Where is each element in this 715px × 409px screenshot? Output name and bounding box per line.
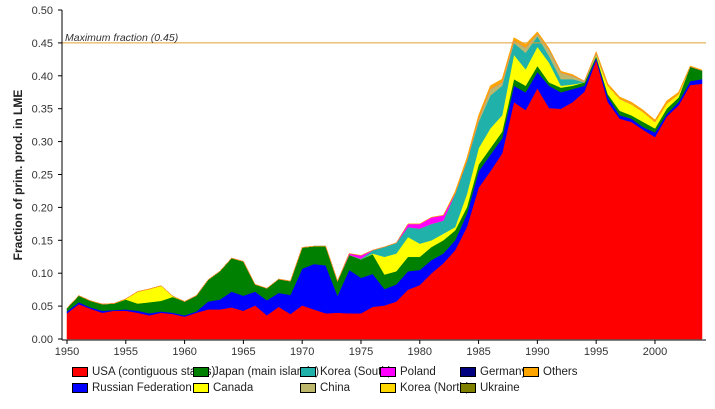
x-tick-label: 1960 (172, 346, 196, 358)
y-tick-label: 0.10 (32, 268, 53, 280)
x-tick-label: 1950 (55, 346, 79, 358)
x-tick-label: 1965 (231, 346, 255, 358)
y-tick-label: 0.15 (32, 235, 53, 247)
y-tick-label: 0.40 (32, 71, 53, 83)
y-tick-label: 0.20 (32, 202, 53, 214)
y-tick-label: 0.35 (32, 104, 53, 116)
y-axis-label: Fraction of prim. prod. in LME (11, 90, 25, 261)
area-others (66, 31, 703, 309)
stacked-areas (66, 31, 703, 340)
y-tick-label: 0.30 (32, 137, 53, 149)
y-tick-label: 0.45 (32, 38, 53, 50)
max-fraction-label: Maximum fraction (0.45) (65, 32, 178, 44)
x-tick-label: 2000 (643, 346, 667, 358)
x-tick-label: 1985 (466, 346, 490, 358)
x-tick-label: 1975 (349, 346, 373, 358)
y-tick-label: 0.50 (32, 5, 53, 17)
y-tick-label: 0.25 (32, 170, 53, 182)
x-tick-label: 1990 (525, 346, 549, 358)
x-tick-label: 1955 (114, 346, 138, 358)
x-tick-label: 1970 (290, 346, 314, 358)
x-tick-label: 1995 (584, 346, 608, 358)
y-tick-label: 0.05 (32, 301, 53, 313)
y-tick-label: 0.00 (32, 334, 53, 346)
axes: 0.00 0.05 0.10 0.15 0.20 0.25 0.30 0.35 0.40 0.45… (32, 5, 706, 358)
x-tick-label: 1980 (408, 346, 432, 358)
